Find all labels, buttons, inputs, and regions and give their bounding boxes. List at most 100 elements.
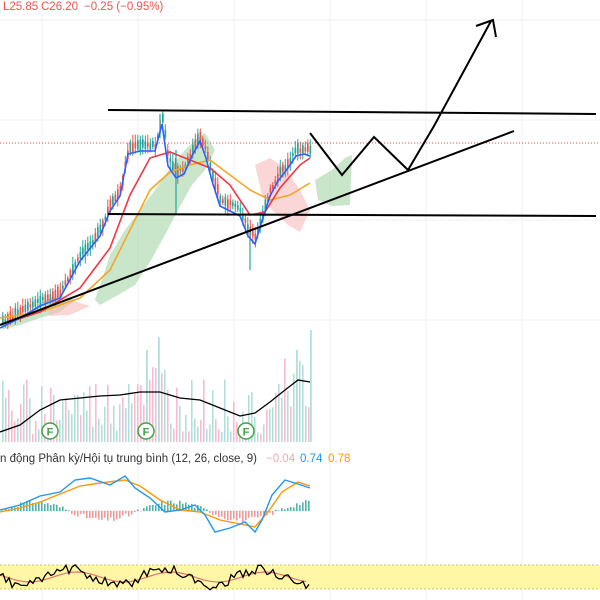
macd-histogram-bar	[233, 511, 235, 519]
candle-body	[182, 166, 184, 172]
macd-histogram-bar	[53, 503, 55, 511]
candle-body	[59, 289, 62, 298]
candle-body	[147, 142, 149, 147]
candle-body	[94, 233, 97, 243]
ohlc-legend: L25.85 C26.20 −0.25 (−0.95%)	[3, 1, 163, 13]
macd-histogram-bar	[269, 511, 271, 513]
macd-histogram-bar	[80, 511, 82, 514]
macd-histogram-bar	[122, 511, 124, 516]
volume-bar	[26, 379, 28, 442]
macd-histogram-bar	[167, 500, 169, 511]
candle-body	[279, 167, 282, 176]
candle-body	[54, 290, 57, 300]
volume-bar	[194, 418, 196, 442]
macd-histogram-bar	[182, 503, 184, 511]
candle-body	[87, 242, 89, 250]
cloud-bull-area	[315, 155, 352, 206]
volume-bar	[158, 337, 160, 442]
candle-body	[172, 161, 174, 172]
candle-body	[272, 185, 274, 189]
candle-body	[29, 304, 32, 308]
macd-histogram-bar	[131, 511, 133, 515]
candle-body	[99, 224, 102, 234]
support-line[interactable]	[107, 213, 597, 217]
low-value: L25.85	[3, 1, 38, 13]
macd-histogram-bar	[101, 511, 103, 520]
change-value: −0.25 (−0.95%)	[84, 1, 163, 13]
macd-histogram-bar	[149, 505, 151, 511]
candle-body	[69, 270, 72, 278]
candle-body	[254, 233, 257, 240]
macd-histogram-bar	[104, 511, 106, 518]
volume-bar	[77, 394, 79, 442]
candle-body	[107, 206, 109, 217]
macd-histogram-bar	[89, 511, 91, 519]
macd-histogram-bar	[296, 503, 298, 511]
macd-histogram-bar	[221, 511, 223, 517]
volume-bar	[257, 432, 259, 442]
candle-body	[274, 179, 277, 184]
candle-body	[19, 307, 22, 316]
macd-histogram-bar	[179, 500, 181, 511]
volume-bar	[92, 426, 94, 442]
macd-histogram-bar	[92, 511, 94, 518]
volume-bar	[83, 392, 85, 442]
candle-body	[199, 131, 202, 142]
resistance-line[interactable]	[107, 109, 597, 115]
candle-body	[62, 285, 64, 290]
f-marker-icon	[137, 422, 155, 440]
macd-histogram-bar	[254, 511, 256, 517]
macd-legend: n động Phân kỳ/Hội tụ trung bình (12, 26…	[0, 453, 350, 465]
candle-body	[2, 315, 4, 324]
volume-bar	[200, 420, 202, 442]
trend-drawings[interactable]	[0, 18, 597, 326]
volume-bar	[284, 358, 286, 442]
volume-bar	[281, 397, 283, 442]
projection-path[interactable]	[309, 20, 492, 177]
candle-body	[207, 151, 209, 160]
macd-histogram-bar	[200, 506, 202, 511]
macd-histogram-bar	[284, 509, 286, 511]
candle-body	[239, 208, 242, 212]
f-marker-icon	[237, 422, 255, 440]
macd-histogram-bar	[41, 501, 43, 511]
ascending-trendline[interactable]	[0, 130, 515, 326]
volume-bar	[98, 418, 100, 442]
volume-bar	[131, 403, 133, 442]
candle-body	[132, 142, 134, 153]
macd-histogram-bar	[32, 503, 34, 511]
macd-line-value: 0.74	[300, 453, 323, 465]
volume-bar	[146, 350, 148, 442]
volume-bar	[134, 394, 136, 442]
macd-histogram-bar	[137, 509, 139, 511]
candle-body	[242, 213, 244, 220]
macd-histogram-bar	[35, 503, 37, 511]
macd-histogram-value: −0.04	[266, 453, 296, 465]
macd-histogram-bar	[2, 510, 4, 511]
volume-bar	[23, 384, 25, 442]
candle-body	[179, 167, 182, 171]
volume-bar	[17, 418, 19, 442]
volume-bar	[74, 394, 76, 442]
macd-histogram-bar	[77, 511, 79, 517]
volume-bar	[161, 372, 163, 442]
candle-body	[109, 199, 112, 211]
macd-histogram-bar	[50, 505, 52, 511]
macd-histogram-bar	[44, 503, 46, 511]
macd-histogram-bar	[248, 511, 250, 518]
volume-bar	[137, 384, 139, 442]
macd-histogram-bar	[83, 511, 85, 514]
cloud-bull-area	[95, 133, 215, 305]
volume-bar	[113, 405, 115, 442]
candle-body	[284, 165, 287, 171]
candle-body	[24, 304, 27, 312]
volume-bar	[32, 433, 34, 442]
candle-body	[309, 145, 312, 154]
macd-histogram-bar	[218, 511, 220, 518]
volume-bar	[296, 350, 298, 442]
macd-histogram-bar	[47, 503, 49, 511]
macd-histogram-bar	[212, 511, 214, 516]
candle-body	[12, 316, 14, 320]
